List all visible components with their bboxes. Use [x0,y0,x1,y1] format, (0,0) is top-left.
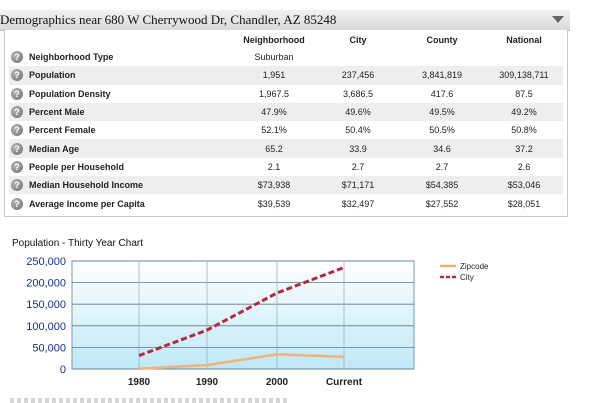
table-cell: $28,051 [507,198,541,209]
table-cell: 2.1 [267,161,281,172]
table-cell: 309,138,711 [499,70,549,81]
help-icon[interactable]: ? [11,51,23,64]
row-label: Median Age [29,143,80,154]
table-cell: 1,951 [262,70,286,81]
population-chart: 0 50,000 100,000 150,000 200,000 250,000 1980 1… [26,256,489,388]
row-label-cell: ? Percent Male [9,103,195,121]
y-tick-label: 150,000 [26,299,66,311]
row-label-cell: ? Population Density [9,85,195,103]
row-label: Population [29,70,76,81]
table-cell: $53,046 [507,180,541,191]
row-label: Percent Female [29,125,96,136]
collapse-arrow-icon[interactable] [552,16,564,23]
table-cell: 87.5 [515,88,533,99]
table-cell: Suburban [254,52,294,63]
help-icon[interactable]: ? [11,142,23,155]
x-tick-label: 1990 [196,377,219,388]
chart-title: Population - Thirty Year Chart [12,238,144,249]
row-label-cell: ? People per Household [9,158,195,176]
table-cell: 50.8% [511,125,537,136]
y-tick-label: 0 [60,364,66,376]
table-cell: 3,686.5 [342,88,374,99]
table-row: ? Median Household Income $73,938 $71,171 $5… [9,176,563,195]
y-tick-label: 100,000 [26,321,66,333]
column-header-neighborhood: Neighborhood [243,35,305,45]
row-label-cell: ? Neighborhood Type [9,48,195,66]
table-cell: 49.2% [511,107,537,118]
row-label-cell: ? Population [9,66,195,84]
table-cell: 49.6% [345,107,371,118]
series-line-city [138,266,345,358]
table-row: ? Percent Male 47.9% 49.6% 49.5% 49.2% [9,102,563,122]
table-cell: 50.5% [429,125,455,136]
plot-area [71,260,415,370]
row-label: Neighborhood Type [29,52,114,63]
x-tick-label: Current [326,377,363,388]
table-cell: 52.1% [261,125,287,136]
table-cell: $73,938 [257,180,291,191]
y-tick-label: 200,000 [26,278,66,290]
table-row: ? Neighborhood Type Suburban [9,48,563,66]
table-cell: $54,385 [425,180,459,191]
table-cell: 417.6 [430,88,454,99]
demographics-header[interactable]: Demographics near 680 W Cherrywood Dr, C… [0,10,570,31]
row-label: Average Income per Capita [29,198,145,209]
row-label-cell: ? Average Income per Capita [9,194,195,212]
table-cell: 2.6 [517,161,531,172]
table-cell: 34.6 [433,143,451,154]
table-cell: 49.5% [429,107,455,118]
table-cell: 37.2 [515,143,533,154]
table-cell: 2.7 [351,161,365,172]
help-icon[interactable]: ? [11,124,23,137]
help-icon[interactable]: ? [11,179,23,192]
table-row: ? Population 1,951 237,456 3,841,819 309,138,… [9,66,563,85]
help-icon[interactable]: ? [11,197,23,210]
table-cell: 47.9% [261,107,287,118]
x-tick-label: 1980 [128,377,151,388]
table-cell: $71,171 [341,180,375,191]
help-icon[interactable]: ? [11,69,23,82]
column-header-county: County [426,35,458,45]
table-row: ? Average Income per Capita $39,539 $32,497… [9,194,563,212]
help-icon[interactable]: ? [11,87,23,100]
row-label: Population Density [29,88,111,99]
help-icon[interactable]: ? [11,160,23,173]
table-cell: 3,841,819 [421,70,463,81]
y-tick-label: 50,000 [32,342,66,354]
row-label-cell: ? Median Age [9,139,195,157]
demographics-table: Neighborhood City County National ? Neigh… [9,32,563,213]
row-label-cell: ? Percent Female [9,121,195,139]
table-cell: 2.7 [435,161,449,172]
table-cell: 237,456 [341,70,375,81]
column-header-label [9,32,195,48]
legend-label-city: City [460,273,474,282]
y-tick-label: 250,000 [26,256,66,268]
table-cell: $32,497 [341,198,375,209]
table-row: ? Median Age 65.2 33.9 34.6 37.2 [9,139,563,158]
table-row: ? Population Density 1,967.5 3,686.5 417.6 87… [9,85,563,103]
column-header-city: City [349,35,367,45]
header-title: Demographics near 680 W Cherrywood Dr, C… [0,12,337,27]
column-header-national: National [506,35,542,45]
table-cell: $27,552 [425,198,459,209]
row-label: Percent Male [29,107,85,118]
table-header-row: Neighborhood City County National [9,32,563,48]
series-line-zipcode [138,353,345,371]
legend-label-zipcode: Zipcode [460,262,489,271]
footer-text-partial [10,398,290,403]
table-cell: $39,539 [257,198,291,209]
table-cell: 65.2 [265,143,283,154]
table-cell: 1,967.5 [258,88,290,99]
table-cell: 50.4% [345,125,371,136]
table-row: ? People per Household 2.1 2.7 2.7 2.6 [9,158,563,176]
table-row: ? Percent Female 52.1% 50.4% 50.5% 50.8% [9,121,563,139]
row-label: Median Household Income [29,180,144,191]
demographics-panel: Neighborhood City County National ? Neigh… [4,30,568,217]
table-cell: 33.9 [349,143,367,154]
row-label: People per Household [29,161,125,172]
row-label-cell: ? Median Household Income [9,176,195,194]
help-icon[interactable]: ? [11,106,23,119]
x-tick-label: 2000 [266,377,289,388]
table-cell [475,48,573,66]
